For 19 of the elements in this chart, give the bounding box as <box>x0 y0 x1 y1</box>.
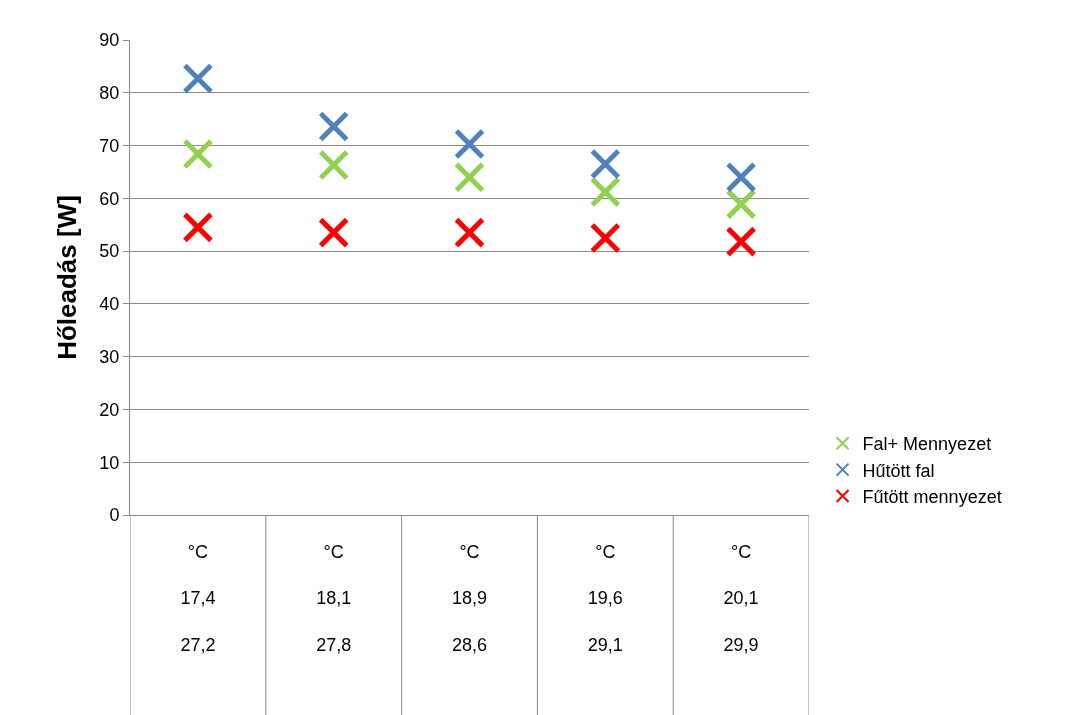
y-tick-label: 30 <box>99 346 120 367</box>
y-tick-label: 40 <box>99 294 120 315</box>
legend-label: Fűtött mennyezet <box>862 487 1002 508</box>
category-label: °C 20,1 29,9 <box>723 541 759 656</box>
legend-label: Hűtött fal <box>862 460 935 481</box>
y-tick-label: 0 <box>109 505 120 526</box>
category-label: °C 17,4 27,2 <box>180 541 216 656</box>
y-tick-label: 10 <box>99 452 120 473</box>
y-tick-label: 50 <box>99 241 120 262</box>
y-tick-label: 90 <box>99 30 120 51</box>
legend-label: Fal+ Mennyezet <box>862 434 992 455</box>
y-tick-label: 80 <box>99 83 120 104</box>
category-label: °C 18,9 28,6 <box>451 541 488 656</box>
y-axis-title: Hőleadás [W] <box>51 195 82 360</box>
y-tick-label: 70 <box>99 135 120 156</box>
y-tick-label: 60 <box>99 188 120 209</box>
category-label: °C 19,6 29,1 <box>587 541 623 656</box>
category-label: °C 18,1 27,8 <box>316 541 352 656</box>
y-tick-label: 20 <box>99 399 120 420</box>
